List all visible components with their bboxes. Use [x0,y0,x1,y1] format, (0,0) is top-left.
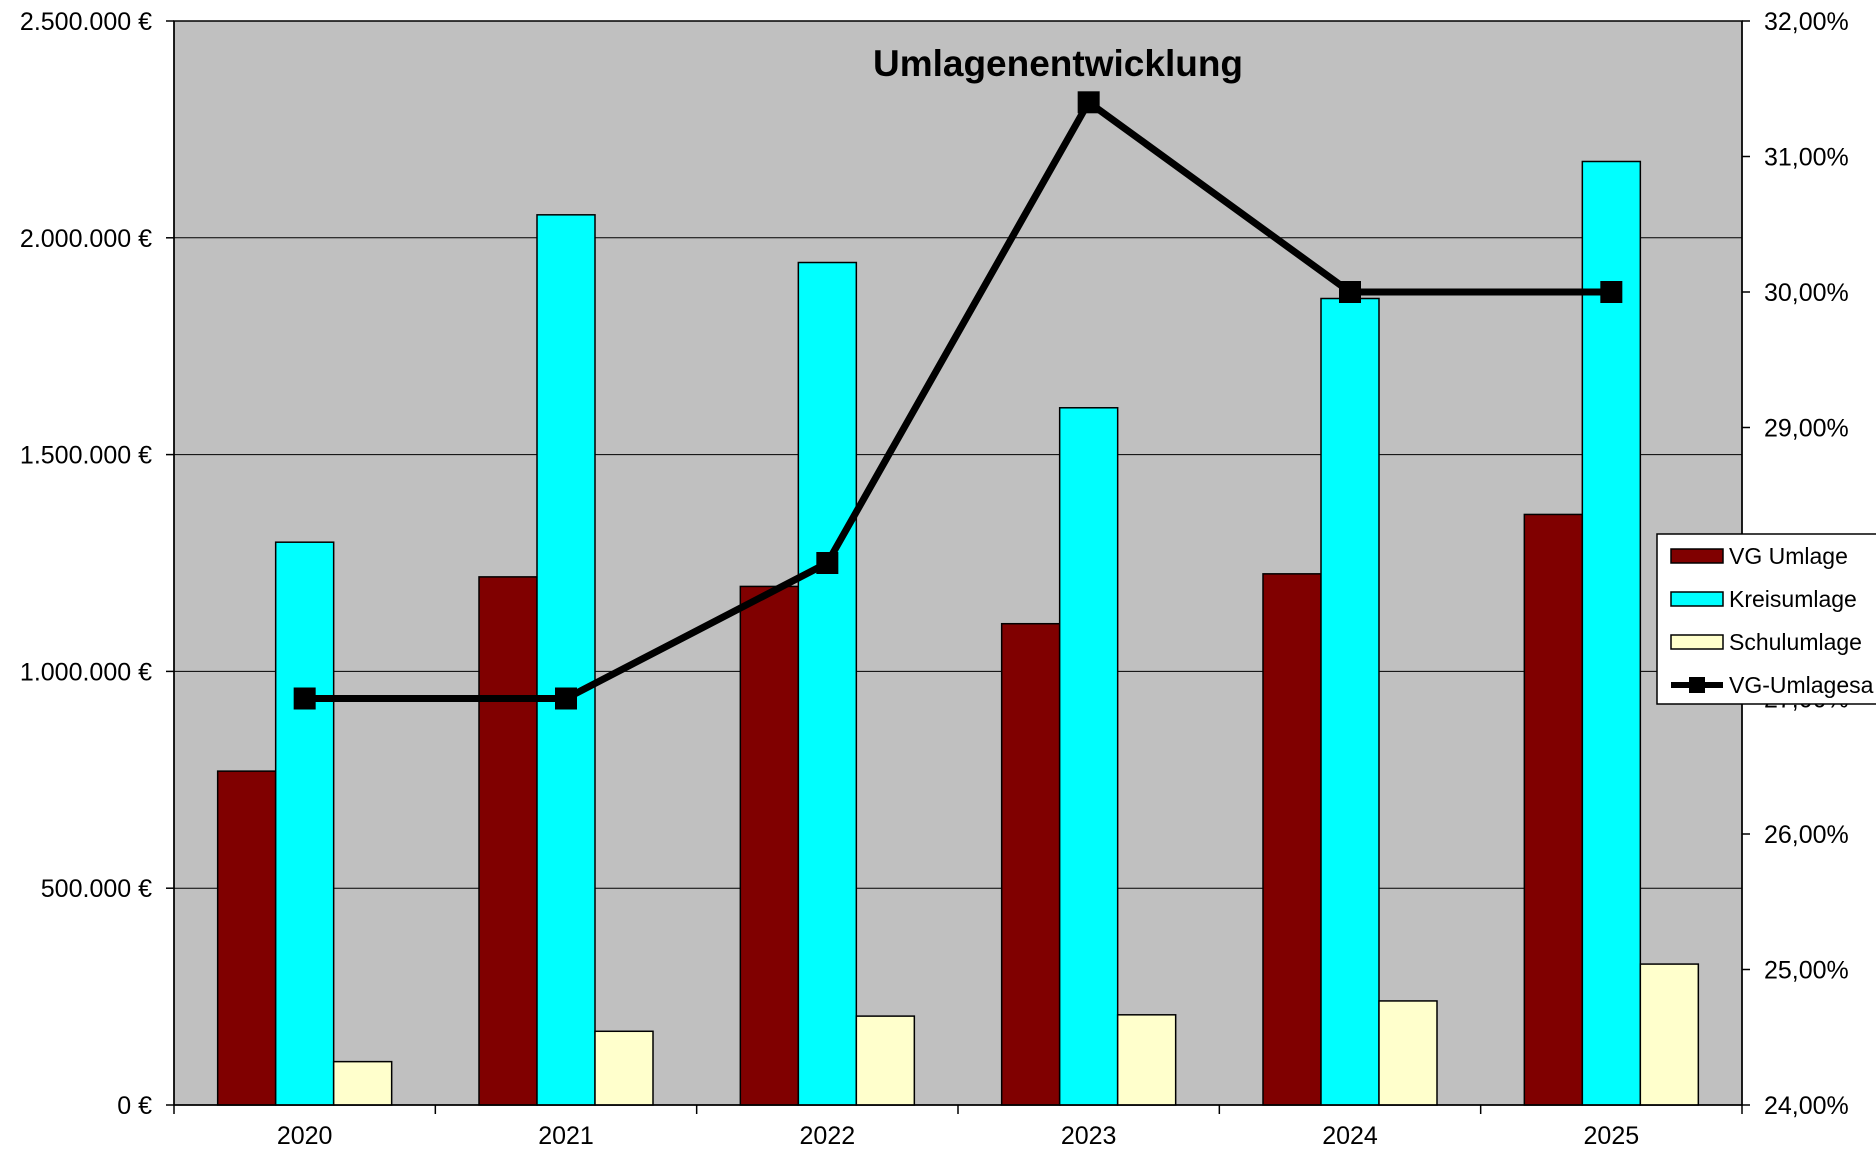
line-point-2020 [293,687,316,710]
line-point-2024 [1339,281,1361,303]
legend-swatch-vg-umlage [1670,548,1724,564]
x-tick-label: 2023 [1061,1122,1117,1150]
bar-kreisumlage-2024 [1320,297,1380,1106]
y-right-tick-label: 29,00% [1764,415,1849,443]
y-right-tick-label: 31,00% [1764,144,1849,172]
bar-vg-umlage-2025 [1523,513,1584,1106]
bar-schulumlage-2025 [1639,963,1700,1106]
bar-kreisumlage-2022 [797,261,858,1106]
y-left-tick-label: 500.000 € [41,875,152,903]
y-right-tick-label: 25,00% [1764,957,1849,985]
x-tick-label: 2024 [1322,1122,1378,1150]
y-left-tick-label: 2.500.000 € [20,8,152,36]
y-left-tick-label: 1.000.000 € [20,658,152,686]
bar-kreisumlage-2025 [1581,160,1642,1106]
line-point-2021 [555,687,577,710]
y-left-tick-label: 2.000.000 € [20,225,152,253]
bar-vg-umlage-2024 [1262,573,1322,1106]
line-point-2023 [1077,91,1100,114]
plot-area [173,20,1743,1106]
gridlines [174,237,1742,889]
chart-title: Umlagenentwicklung [873,43,1243,84]
legend-label: VG Umlage [1729,543,1848,569]
line-point-2022 [816,552,839,574]
bar-kreisumlage-2023 [1058,407,1119,1106]
y-right-tick-label: 30,00% [1764,279,1849,307]
x-tick-label: 2025 [1584,1122,1640,1150]
bar-vg-umlage-2022 [739,585,800,1106]
bars [216,160,1700,1106]
bar-vg-umlage-2020 [216,770,277,1106]
bar-schulumlage-2024 [1378,1000,1438,1106]
bar-vg-umlage-2021 [478,576,538,1106]
legend-label: VG-Umlagesa [1729,672,1874,698]
line-vg-umlagesatz [304,97,1612,702]
bar-schulumlage-2021 [594,1030,654,1106]
bar-vg-umlage-2023 [1000,622,1061,1106]
legend-label: Schulumlage [1729,629,1862,655]
legend-swatch-kreisumlage [1670,591,1724,607]
bar-kreisumlage-2020 [274,541,335,1106]
x-tick-label: 2022 [800,1122,856,1150]
legend-swatch-schulumlage [1670,634,1724,650]
y-right-tick-label: 26,00% [1764,821,1849,849]
y-left-tick-label: 0 € [117,1092,152,1120]
line-point-2025 [1600,281,1623,303]
legend-label: Kreisumlage [1729,586,1857,612]
x-tick-label: 2020 [277,1122,333,1150]
y-right-tick-label: 32,00% [1764,8,1849,36]
bar-kreisumlage-2021 [536,214,596,1106]
bar-schulumlage-2022 [855,1015,916,1106]
legend: VG Umlage Kreisumlage Schulumlage VG-Umlage… [1656,533,1876,705]
y-right-tick-label: 24,00% [1764,1092,1849,1120]
y-left-tick-label: 1.500.000 € [20,442,152,470]
line-series [293,91,1623,710]
legend-swatch-marker [1689,677,1705,693]
bar-schulumlage-2023 [1116,1014,1177,1106]
bar-schulumlage-2020 [332,1060,393,1106]
x-tick-label: 2021 [538,1122,594,1150]
